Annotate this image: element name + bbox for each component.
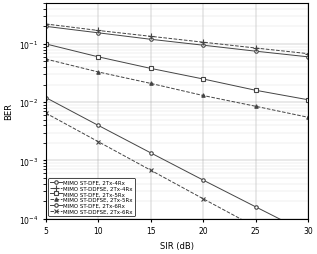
MIMO ST-DDFSE, 2Tx-5Rx	[201, 94, 205, 98]
MIMO ST-DFE, 2Tx-6Rx	[201, 179, 205, 182]
MIMO ST-DFE, 2Tx-5Rx	[254, 89, 257, 92]
MIMO ST-DFE, 2Tx-6Rx	[149, 152, 152, 155]
MIMO ST-DFE, 2Tx-5Rx	[96, 56, 100, 59]
MIMO ST-DFE, 2Tx-6Rx	[306, 232, 310, 235]
MIMO ST-DDFSE, 2Tx-6Rx	[201, 197, 205, 200]
MIMO ST-DFE, 2Tx-4Rx	[306, 56, 310, 59]
Line: MIMO ST-DDFSE, 2Tx-4Rx: MIMO ST-DDFSE, 2Tx-4Rx	[43, 22, 311, 57]
MIMO ST-DFE, 2Tx-4Rx	[201, 44, 205, 47]
X-axis label: SIR (dB): SIR (dB)	[160, 241, 194, 250]
MIMO ST-DDFSE, 2Tx-6Rx	[306, 253, 310, 254]
MIMO ST-DDFSE, 2Tx-6Rx	[254, 226, 257, 229]
MIMO ST-DDFSE, 2Tx-5Rx	[44, 58, 48, 61]
MIMO ST-DDFSE, 2Tx-4Rx	[201, 41, 205, 44]
MIMO ST-DDFSE, 2Tx-4Rx	[44, 23, 48, 26]
MIMO ST-DDFSE, 2Tx-5Rx	[149, 83, 152, 86]
Legend: MIMO ST-DFE, 2Tx-4Rx, MIMO ST-DDFSE, 2Tx-4Rx, MIMO ST-DFE, 2Tx-5Rx, MIMO ST-DDFS: MIMO ST-DFE, 2Tx-4Rx, MIMO ST-DDFSE, 2Tx…	[49, 178, 135, 216]
MIMO ST-DDFSE, 2Tx-4Rx	[306, 53, 310, 56]
Line: MIMO ST-DFE, 2Tx-6Rx: MIMO ST-DFE, 2Tx-6Rx	[44, 97, 310, 235]
MIMO ST-DDFSE, 2Tx-6Rx	[149, 169, 152, 172]
MIMO ST-DFE, 2Tx-5Rx	[149, 68, 152, 71]
MIMO ST-DFE, 2Tx-4Rx	[96, 32, 100, 35]
MIMO ST-DFE, 2Tx-5Rx	[44, 43, 48, 46]
MIMO ST-DFE, 2Tx-5Rx	[306, 99, 310, 102]
MIMO ST-DDFSE, 2Tx-5Rx	[306, 116, 310, 119]
MIMO ST-DFE, 2Tx-6Rx	[96, 124, 100, 127]
MIMO ST-DFE, 2Tx-5Rx	[201, 78, 205, 81]
MIMO ST-DFE, 2Tx-6Rx	[44, 97, 48, 100]
Line: MIMO ST-DDFSE, 2Tx-6Rx: MIMO ST-DDFSE, 2Tx-6Rx	[44, 112, 310, 254]
MIMO ST-DDFSE, 2Tx-6Rx	[96, 140, 100, 144]
MIMO ST-DDFSE, 2Tx-5Rx	[254, 105, 257, 108]
MIMO ST-DDFSE, 2Tx-5Rx	[96, 71, 100, 74]
Y-axis label: BER: BER	[4, 103, 13, 120]
MIMO ST-DDFSE, 2Tx-4Rx	[254, 47, 257, 50]
MIMO ST-DDFSE, 2Tx-4Rx	[149, 36, 152, 39]
MIMO ST-DFE, 2Tx-6Rx	[254, 205, 257, 209]
MIMO ST-DFE, 2Tx-4Rx	[254, 51, 257, 54]
MIMO ST-DDFSE, 2Tx-4Rx	[96, 30, 100, 33]
Line: MIMO ST-DFE, 2Tx-4Rx: MIMO ST-DFE, 2Tx-4Rx	[44, 25, 310, 59]
Line: MIMO ST-DDFSE, 2Tx-5Rx: MIMO ST-DDFSE, 2Tx-5Rx	[44, 58, 310, 120]
MIMO ST-DFE, 2Tx-4Rx	[44, 26, 48, 29]
MIMO ST-DFE, 2Tx-4Rx	[149, 39, 152, 42]
Line: MIMO ST-DFE, 2Tx-5Rx: MIMO ST-DFE, 2Tx-5Rx	[44, 43, 310, 102]
MIMO ST-DDFSE, 2Tx-6Rx	[44, 112, 48, 115]
